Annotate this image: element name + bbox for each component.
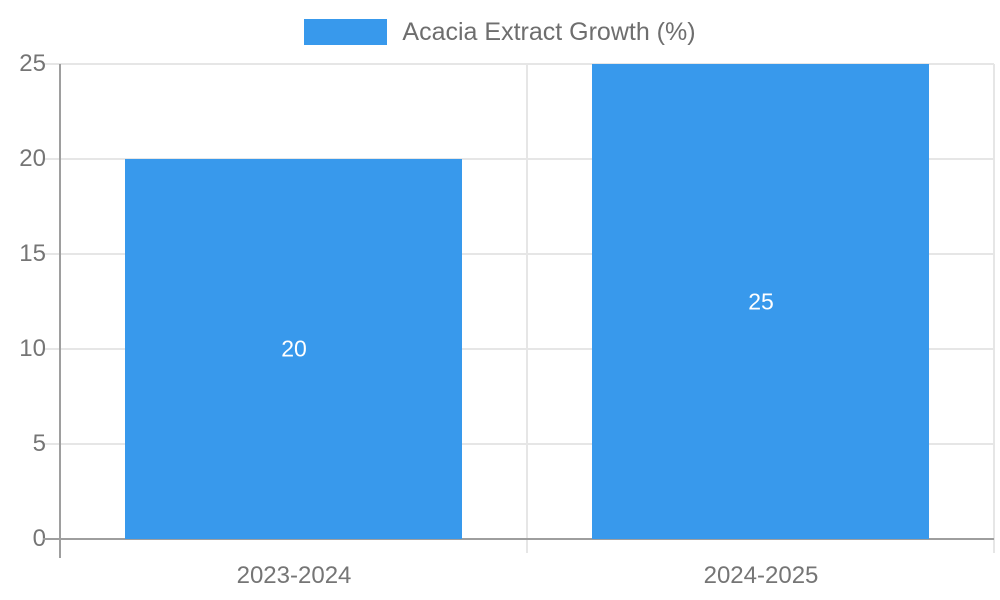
gridline-x <box>993 64 995 539</box>
y-tick-label: 10 <box>19 335 46 362</box>
bar[interactable] <box>592 64 929 539</box>
y-tick-label: 25 <box>19 50 46 77</box>
gridline-y <box>43 158 994 160</box>
gridline-y <box>43 253 994 255</box>
bar-value-label: 20 <box>281 335 307 362</box>
y-tick-label: 20 <box>19 145 46 172</box>
legend[interactable]: Acacia Extract Growth (%) <box>0 14 1000 50</box>
x-axis-line <box>43 538 994 540</box>
gridline-y <box>43 348 994 350</box>
legend-swatch <box>304 19 388 45</box>
x-tick-label: 2024-2025 <box>703 562 819 589</box>
x-axis-tick <box>526 539 528 553</box>
bar-value-label: 25 <box>748 288 774 314</box>
x-tick-label: 2023-2024 <box>236 562 352 589</box>
y-tick-label: 15 <box>19 240 46 267</box>
y-tick-label: 5 <box>32 430 46 457</box>
gridline-x <box>526 64 528 539</box>
bar[interactable] <box>125 159 462 539</box>
legend-label: Acacia Extract Growth (%) <box>402 17 696 46</box>
y-tick-label: 0 <box>32 525 46 552</box>
gridline-y <box>43 63 994 65</box>
gridline-y <box>43 443 994 445</box>
x-axis-tick <box>993 539 995 553</box>
y-axis-line <box>59 64 61 558</box>
